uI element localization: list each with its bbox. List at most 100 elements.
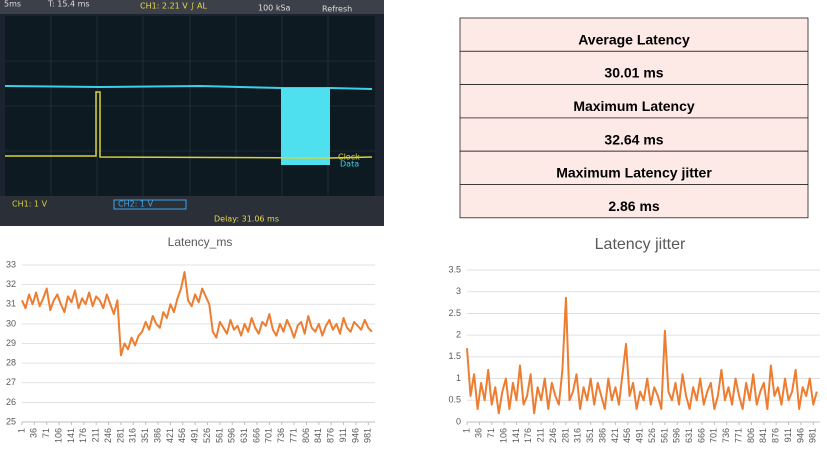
x-tick-label: 36 bbox=[29, 428, 39, 438]
x-tick-label: 736 bbox=[721, 428, 731, 443]
x-tick-label: 491 bbox=[635, 428, 645, 443]
x-tick-label: 596 bbox=[227, 428, 237, 443]
scope-delay: Delay: 31.06 ms bbox=[214, 215, 279, 224]
oscilloscope-screen: 5ms T: 15.4 ms CH1: 2.21 V ∫ AL 100 kSa … bbox=[0, 0, 384, 226]
y-tick-label: 3.5 bbox=[448, 264, 461, 274]
table-cell bbox=[459, 17, 809, 52]
x-tick-label: 1 bbox=[461, 428, 471, 433]
y-tick-label: 29 bbox=[6, 338, 16, 348]
y-tick-label: 1 bbox=[456, 373, 461, 383]
x-tick-label: 806 bbox=[746, 428, 756, 443]
x-tick-label: 946 bbox=[795, 428, 805, 443]
y-tick-label: 3 bbox=[456, 286, 461, 296]
x-tick-label: 911 bbox=[783, 428, 793, 442]
x-tick-label: 841 bbox=[758, 428, 768, 443]
y-tick-label: 25 bbox=[6, 416, 16, 426]
x-tick-label: 141 bbox=[66, 428, 76, 443]
scope-clock-label: Clock bbox=[338, 153, 360, 162]
x-tick-label: 246 bbox=[103, 428, 113, 443]
x-tick-label: 386 bbox=[152, 428, 162, 443]
scope-trigger-time: T: 15.4 ms bbox=[47, 0, 90, 9]
x-tick-label: 211 bbox=[91, 428, 101, 442]
x-tick-label: 176 bbox=[523, 428, 533, 443]
x-tick-label: 666 bbox=[696, 428, 706, 443]
x-tick-label: 771 bbox=[288, 428, 298, 443]
line-series bbox=[466, 296, 818, 415]
x-tick-label: 36 bbox=[474, 428, 484, 438]
scope-mode: Refresh bbox=[322, 5, 352, 14]
y-tick-label: 30 bbox=[6, 318, 16, 328]
x-tick-label: 946 bbox=[350, 428, 360, 443]
table-cell-text: Maximum Latency bbox=[573, 98, 695, 114]
x-tick-label: 246 bbox=[548, 428, 558, 443]
x-tick-label: 176 bbox=[78, 428, 88, 443]
x-tick-label: 876 bbox=[771, 428, 781, 443]
y-tick-label: 1.5 bbox=[448, 351, 461, 361]
x-tick-label: 316 bbox=[128, 428, 138, 443]
y-tick-label: 32 bbox=[6, 279, 16, 289]
x-tick-label: 491 bbox=[190, 428, 200, 443]
x-tick-label: 701 bbox=[709, 428, 719, 443]
x-tick-label: 526 bbox=[202, 428, 212, 443]
x-tick-label: 911 bbox=[338, 428, 348, 442]
scope-trigger-level: CH1: 2.21 V ∫ AL bbox=[140, 2, 207, 11]
table-cell-text: Maximum Latency jitter bbox=[556, 165, 712, 181]
x-tick-label: 981 bbox=[808, 428, 818, 443]
scope-ch2-scale: CH2: 1 V bbox=[118, 200, 154, 209]
x-tick-label: 596 bbox=[672, 428, 682, 443]
scope-trace-data bbox=[4, 84, 373, 90]
x-tick-label: 456 bbox=[622, 428, 632, 443]
table-cell bbox=[459, 184, 809, 219]
x-tick-label: 981 bbox=[363, 428, 373, 443]
x-tick-label: 211 bbox=[536, 428, 546, 442]
table-cell bbox=[459, 117, 809, 152]
y-tick-label: 0.5 bbox=[448, 395, 461, 405]
scope-sample-rate: 100 kSa bbox=[258, 4, 291, 13]
x-tick-label: 561 bbox=[214, 428, 224, 443]
x-tick-label: 771 bbox=[733, 428, 743, 443]
x-tick-label: 386 bbox=[597, 428, 607, 443]
table-cell-text: Average Latency bbox=[578, 31, 690, 47]
y-tick-label: 0 bbox=[456, 416, 461, 426]
scope-timebase: 5ms bbox=[4, 0, 21, 9]
chart-title: Latency_ms bbox=[168, 235, 233, 249]
x-tick-label: 841 bbox=[313, 428, 323, 443]
y-tick-label: 2.5 bbox=[448, 308, 461, 318]
scope-ch1-scale: CH1: 1 V bbox=[12, 200, 48, 209]
table-cell-text: 30.01 ms bbox=[604, 65, 663, 81]
table-cell bbox=[459, 84, 809, 119]
table-cell-text: 2.86 ms bbox=[608, 198, 660, 214]
x-tick-label: 141 bbox=[511, 428, 521, 443]
x-tick-label: 631 bbox=[239, 428, 249, 443]
x-tick-label: 701 bbox=[264, 428, 274, 443]
scope-bottombar bbox=[0, 196, 384, 226]
table-cell bbox=[459, 150, 809, 185]
x-tick-label: 526 bbox=[647, 428, 657, 443]
x-tick-label: 666 bbox=[251, 428, 261, 443]
x-tick-label: 456 bbox=[177, 428, 187, 443]
x-tick-label: 1 bbox=[16, 428, 26, 433]
x-tick-label: 71 bbox=[486, 428, 496, 438]
x-tick-label: 281 bbox=[115, 428, 125, 443]
y-tick-label: 28 bbox=[6, 358, 16, 368]
x-tick-label: 806 bbox=[301, 428, 311, 443]
table-cell bbox=[459, 50, 809, 85]
y-tick-label: 26 bbox=[6, 397, 16, 407]
x-tick-label: 421 bbox=[165, 428, 175, 443]
y-tick-label: 27 bbox=[6, 377, 16, 387]
scope-trace-clock bbox=[5, 91, 373, 159]
line-series bbox=[21, 271, 373, 357]
scope-data-burst bbox=[281, 88, 330, 165]
x-tick-label: 561 bbox=[659, 428, 669, 443]
x-tick-label: 736 bbox=[276, 428, 286, 443]
x-tick-label: 631 bbox=[684, 428, 694, 443]
x-tick-label: 106 bbox=[498, 428, 508, 443]
y-tick-label: 2 bbox=[456, 330, 461, 340]
x-tick-label: 351 bbox=[140, 428, 150, 443]
scope-ch2-box bbox=[113, 199, 187, 210]
x-tick-label: 71 bbox=[41, 428, 51, 438]
y-tick-label: 31 bbox=[6, 299, 16, 309]
scope-topbar bbox=[0, 0, 384, 14]
